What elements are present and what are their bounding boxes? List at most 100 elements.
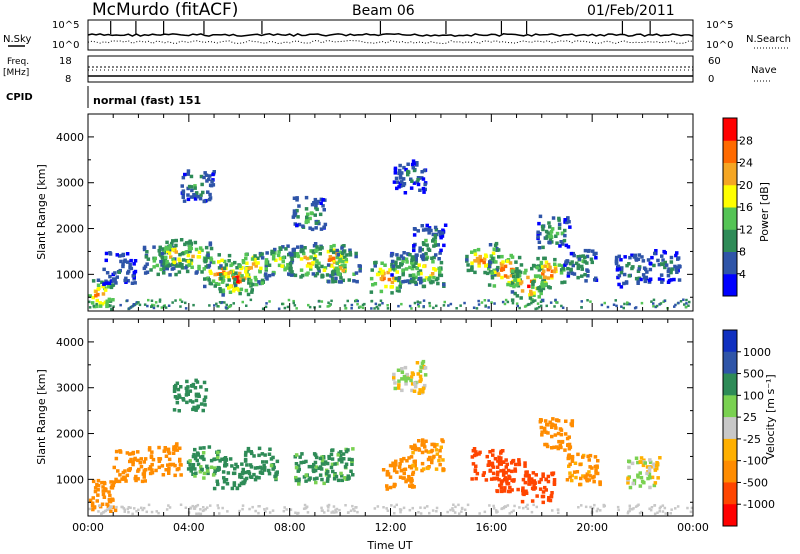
echo-cell	[578, 482, 582, 487]
echo-cell	[400, 367, 404, 371]
echo-cell	[537, 221, 541, 226]
echo-cell	[105, 299, 109, 303]
echo-cell	[271, 463, 276, 467]
echo-cell	[186, 186, 190, 191]
echo-cell	[560, 231, 565, 235]
echo-cell	[553, 423, 557, 428]
echo-cell	[537, 295, 541, 299]
echo-cell	[315, 476, 319, 481]
ground-scatter-cell	[510, 510, 513, 514]
ground-scatter-cell	[416, 300, 419, 303]
echo-cell	[354, 251, 358, 256]
echo-cell	[528, 482, 532, 486]
echo-cell	[241, 467, 245, 472]
echo-cell	[505, 477, 509, 482]
ground-scatter-cell	[393, 512, 396, 515]
echo-cell	[414, 467, 419, 471]
echo-cell	[230, 464, 234, 468]
echo-cell	[395, 470, 399, 474]
echo-cell	[145, 250, 149, 254]
echo-cell	[472, 453, 477, 458]
echo-cell	[417, 439, 421, 443]
echo-cell	[210, 179, 214, 184]
velocity-echoes	[88, 359, 694, 516]
echo-cell	[330, 272, 335, 277]
echo-cell	[339, 266, 343, 270]
echo-cell	[407, 474, 411, 479]
ground-scatter-cell	[442, 304, 446, 307]
ground-scatter-cell	[370, 299, 374, 303]
echo-cell	[474, 464, 478, 468]
echo-cell	[235, 465, 240, 469]
ground-scatter-cell	[179, 503, 183, 506]
echo-cell	[418, 369, 423, 373]
echo-cell	[148, 471, 153, 476]
power-colorbar-tick-label: 24	[739, 157, 753, 170]
echo-cell	[423, 445, 427, 449]
echo-cell	[216, 468, 220, 472]
echo-cell	[433, 268, 438, 272]
echo-cell	[281, 245, 285, 249]
echo-cell	[563, 280, 567, 284]
echo-cell	[302, 475, 307, 479]
echo-cell	[263, 453, 267, 457]
echo-cell	[308, 226, 312, 230]
ground-scatter-cell	[208, 304, 211, 307]
echo-cell	[336, 253, 341, 257]
echo-cell	[551, 417, 555, 421]
ground-scatter-cell	[350, 307, 353, 310]
velocity-colorbar-tick-label: 100	[743, 389, 764, 402]
echo-cell	[387, 277, 392, 282]
echo-cell	[205, 467, 210, 471]
echo-cell	[127, 468, 132, 473]
echo-cell	[530, 486, 535, 491]
echo-cell	[314, 480, 318, 485]
echo-cell	[509, 283, 513, 288]
echo-cell	[173, 448, 178, 452]
ground-scatter-cell	[88, 306, 92, 309]
echo-cell	[234, 462, 238, 467]
ground-scatter-cell	[676, 505, 680, 508]
ground-scatter-cell	[632, 507, 635, 510]
echo-cell	[315, 201, 319, 205]
echo-cell	[488, 450, 492, 454]
echo-cell	[233, 260, 237, 265]
echo-cell	[526, 275, 530, 280]
echo-cell	[398, 462, 402, 466]
echo-cell	[647, 472, 652, 476]
echo-cell	[473, 469, 478, 473]
echo-cell	[376, 272, 381, 277]
ground-scatter-cell	[650, 300, 653, 303]
echo-cell	[207, 263, 212, 268]
echo-cell	[547, 221, 551, 225]
ground-scatter-cell	[652, 302, 655, 305]
echo-cell	[541, 472, 545, 476]
echo-cell	[409, 279, 413, 284]
echo-cell	[636, 281, 640, 285]
echo-cell	[337, 280, 342, 284]
echo-cell	[351, 447, 355, 451]
echo-cell	[642, 276, 647, 280]
echo-cell	[572, 470, 577, 474]
x-tick-label: 20:00	[576, 521, 608, 534]
echo-cell	[331, 250, 336, 255]
velocity-colorbar-swatch	[723, 482, 737, 505]
ground-scatter-cell	[354, 299, 357, 303]
echo-cell	[516, 274, 520, 278]
echo-cell	[417, 391, 421, 395]
ground-scatter-cell	[343, 304, 347, 307]
echo-cell	[254, 475, 259, 479]
echo-cell	[477, 261, 481, 265]
echo-cell	[185, 400, 189, 405]
echo-cell	[473, 249, 477, 253]
echo-cell	[245, 266, 249, 271]
echo-cell	[199, 465, 203, 469]
echo-cell	[541, 286, 546, 291]
ground-scatter-cell	[674, 507, 677, 510]
echo-cell	[422, 442, 426, 447]
ground-scatter-cell	[580, 504, 583, 507]
echo-cell	[678, 264, 682, 269]
ground-scatter-cell	[294, 511, 297, 514]
echo-cell	[490, 461, 495, 466]
echo-cell	[188, 389, 193, 393]
